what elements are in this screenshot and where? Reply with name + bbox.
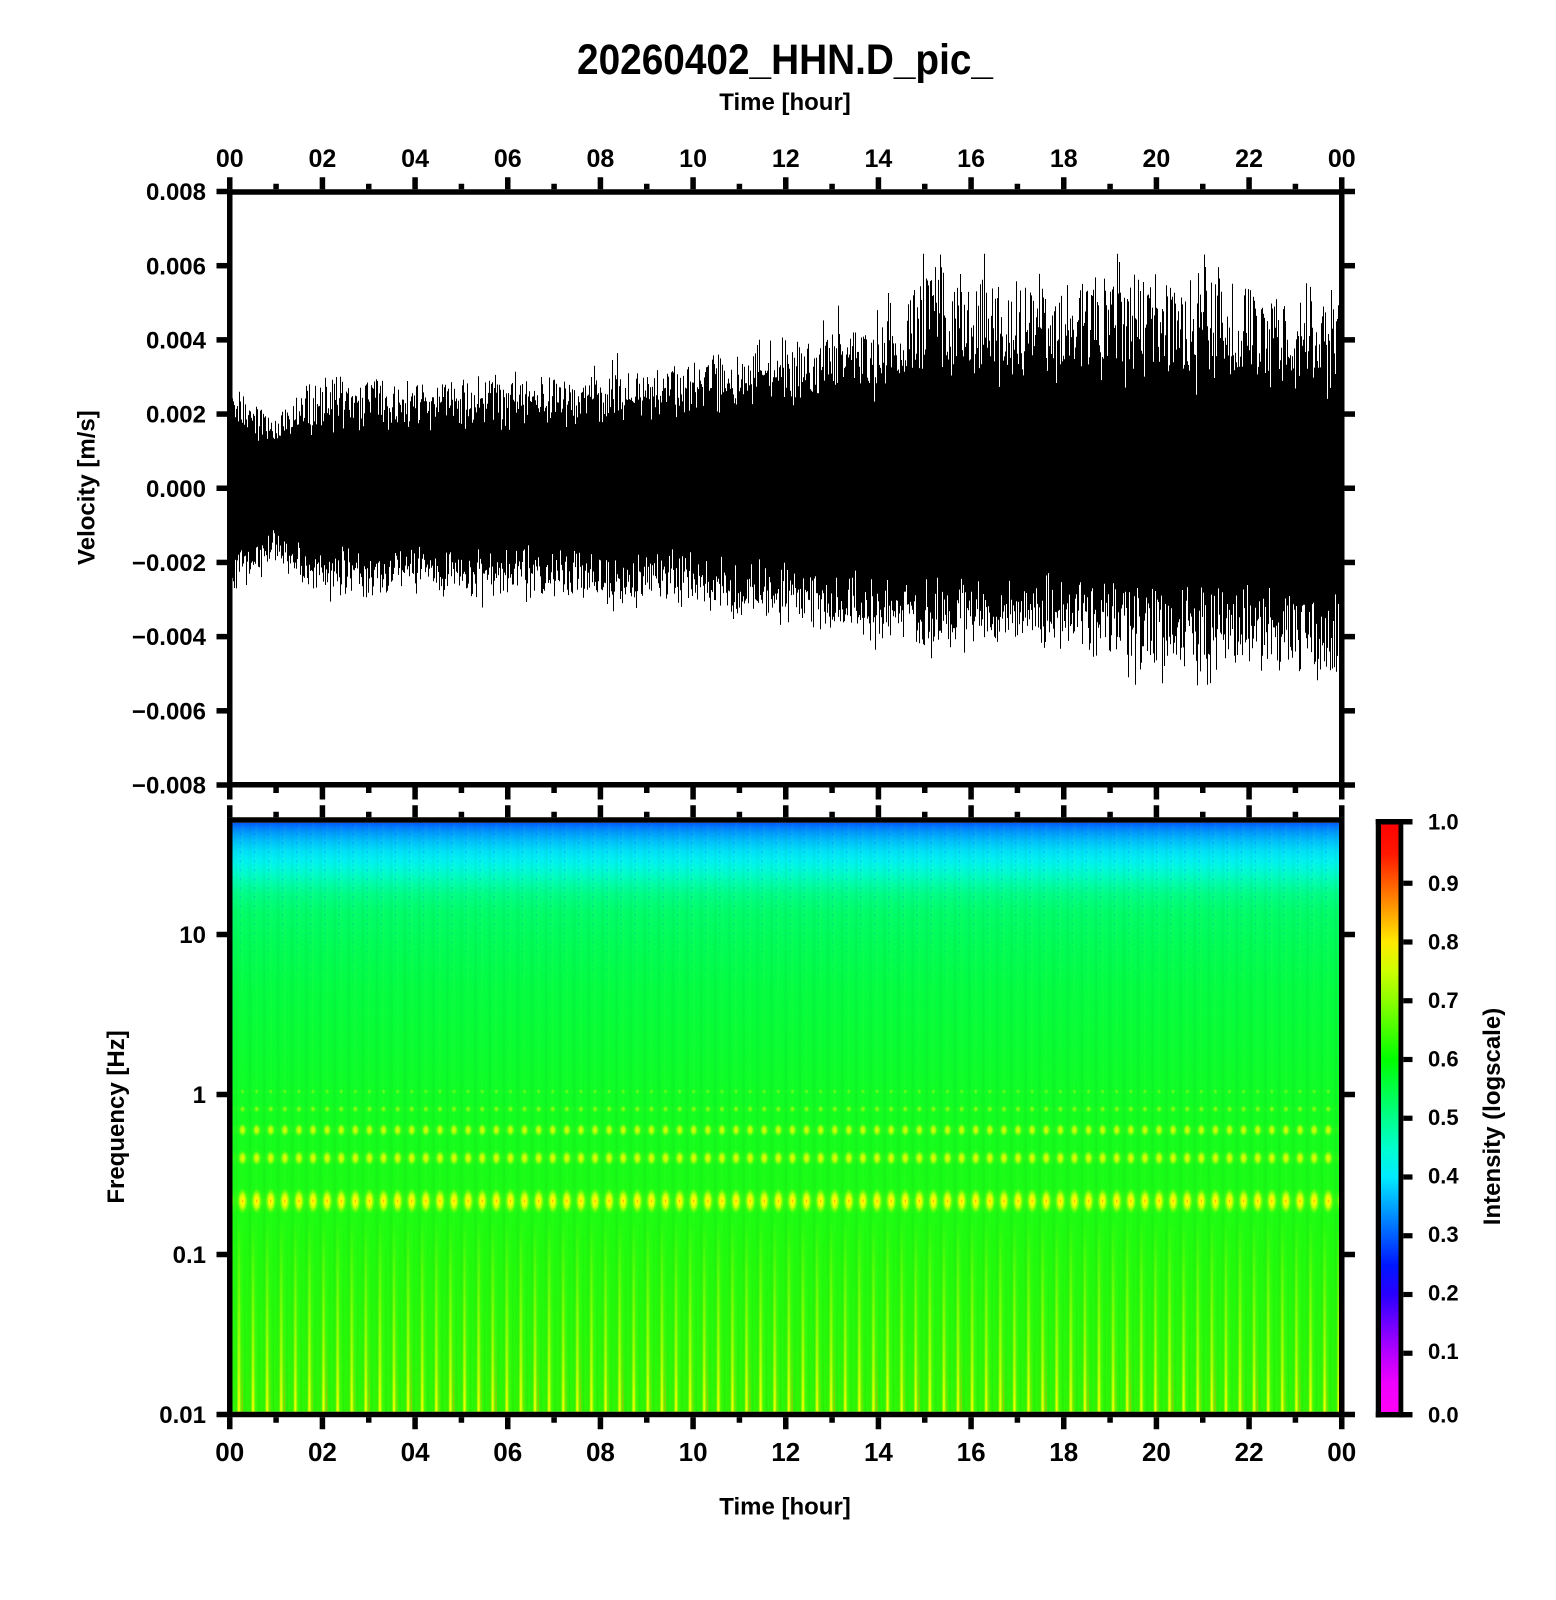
svg-text:04: 04 — [401, 1437, 430, 1467]
svg-text:0.01: 0.01 — [159, 1402, 206, 1429]
svg-text:14: 14 — [865, 145, 893, 173]
svg-text:0.0: 0.0 — [1428, 1403, 1459, 1428]
svg-text:0.9: 0.9 — [1428, 871, 1459, 896]
svg-text:00: 00 — [215, 1437, 244, 1467]
svg-text:02: 02 — [308, 1437, 337, 1467]
svg-text:0.5: 0.5 — [1428, 1105, 1459, 1130]
svg-text:0.6: 0.6 — [1428, 1047, 1459, 1072]
svg-text:0.1: 0.1 — [173, 1242, 206, 1269]
svg-text:12: 12 — [772, 145, 800, 173]
svg-text:0.3: 0.3 — [1428, 1222, 1459, 1247]
svg-text:00: 00 — [1328, 145, 1356, 173]
svg-text:06: 06 — [494, 145, 522, 173]
svg-text:06: 06 — [493, 1437, 522, 1467]
svg-text:0.2: 0.2 — [1428, 1281, 1459, 1306]
svg-text:−0.004: −0.004 — [132, 624, 207, 651]
svg-text:20: 20 — [1143, 145, 1171, 173]
svg-text:20: 20 — [1142, 1437, 1171, 1467]
svg-text:−0.002: −0.002 — [132, 550, 206, 577]
svg-text:0.006: 0.006 — [146, 253, 206, 280]
svg-text:0.8: 0.8 — [1428, 930, 1459, 955]
svg-text:18: 18 — [1050, 145, 1078, 173]
svg-text:−0.008: −0.008 — [132, 773, 206, 800]
svg-text:04: 04 — [401, 145, 429, 173]
svg-text:0.002: 0.002 — [146, 402, 206, 429]
svg-text:Frequency [Hz]: Frequency [Hz] — [103, 1030, 130, 1203]
svg-text:14: 14 — [864, 1437, 893, 1467]
svg-text:1: 1 — [193, 1082, 206, 1109]
svg-text:02: 02 — [309, 145, 337, 173]
svg-text:16: 16 — [957, 145, 985, 173]
svg-text:12: 12 — [771, 1437, 800, 1467]
svg-text:16: 16 — [957, 1437, 986, 1467]
svg-text:10: 10 — [679, 1437, 708, 1467]
svg-text:0.7: 0.7 — [1428, 988, 1459, 1013]
svg-text:0.004: 0.004 — [146, 327, 207, 354]
svg-text:22: 22 — [1235, 1437, 1264, 1467]
svg-text:08: 08 — [587, 145, 615, 173]
svg-text:Time [hour]: Time [hour] — [719, 89, 851, 116]
svg-text:10: 10 — [179, 922, 206, 949]
svg-text:0.000: 0.000 — [146, 476, 206, 503]
svg-text:0.008: 0.008 — [146, 179, 206, 206]
svg-text:Velocity [m/s]: Velocity [m/s] — [74, 410, 101, 565]
svg-text:0.4: 0.4 — [1428, 1164, 1459, 1189]
svg-text:00: 00 — [216, 145, 244, 173]
svg-text:−0.006: −0.006 — [132, 698, 206, 725]
svg-text:10: 10 — [679, 145, 707, 173]
svg-text:0.1: 0.1 — [1428, 1339, 1459, 1364]
svg-text:00: 00 — [1327, 1437, 1356, 1467]
svg-text:08: 08 — [586, 1437, 615, 1467]
svg-text:Intensity (logscale): Intensity (logscale) — [1479, 1008, 1506, 1225]
svg-text:20260402_HHN.D_pic_: 20260402_HHN.D_pic_ — [577, 36, 994, 84]
svg-text:1.0: 1.0 — [1428, 810, 1459, 835]
svg-text:22: 22 — [1235, 145, 1263, 173]
svg-text:18: 18 — [1049, 1437, 1078, 1467]
svg-text:Time [hour]: Time [hour] — [719, 1494, 851, 1521]
